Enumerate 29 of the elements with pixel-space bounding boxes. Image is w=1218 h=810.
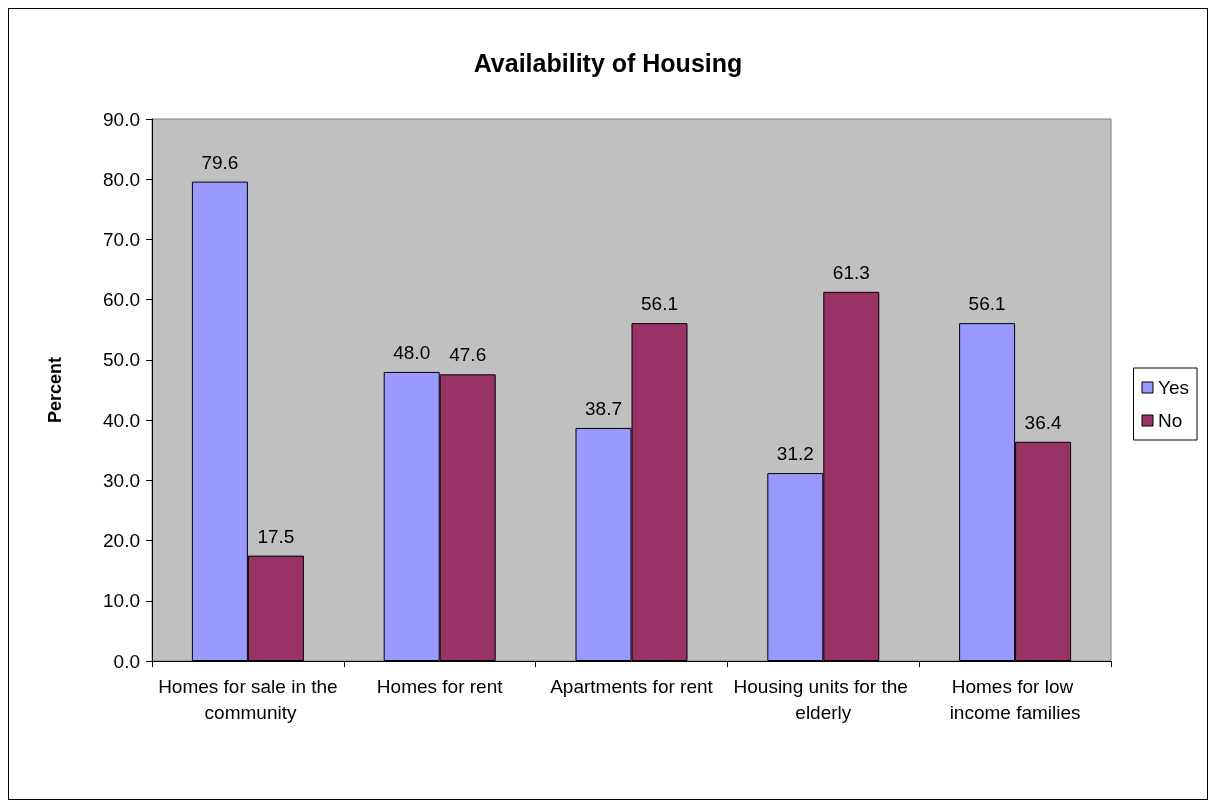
y-tick-label: 90.0	[103, 108, 140, 130]
data-label: 47.6	[449, 344, 487, 366]
y-tick-label: 40.0	[103, 409, 140, 431]
y-tick-label: 10.0	[103, 590, 140, 612]
y-tick-label: 30.0	[103, 469, 140, 491]
data-label: 79.6	[201, 151, 239, 173]
y-tick-label: 50.0	[103, 349, 140, 371]
data-label: 17.5	[257, 525, 295, 547]
legend-label: No	[1158, 410, 1183, 431]
data-label: 56.1	[968, 293, 1006, 315]
y-axis-title: Percent	[45, 356, 65, 424]
x-tick-label: Homes for rent	[376, 675, 504, 697]
y-tick-label: 20.0	[103, 530, 140, 552]
legend-label: Yes	[1158, 377, 1189, 398]
data-label: 48.0	[393, 341, 431, 363]
y-tick-label: 80.0	[103, 168, 140, 190]
data-label: 61.3	[832, 261, 870, 283]
data-label: 31.2	[776, 443, 814, 465]
data-label: 56.1	[641, 293, 678, 315]
data-label: 38.7	[585, 397, 622, 419]
x-tick-label: Apartments for rent	[550, 675, 714, 697]
x-tick-label: Homes for sale in the community	[158, 675, 338, 723]
y-tick-label: 60.0	[103, 289, 140, 311]
data-label: 36.4	[1024, 411, 1063, 433]
chart-title: Availability of Housing	[473, 48, 743, 77]
x-tick-label: Homes for low income families	[949, 675, 1081, 723]
x-tick-label: Housing units for the elderly	[733, 675, 914, 723]
y-tick-label: 70.0	[103, 228, 140, 250]
y-tick-label: 0.0	[113, 650, 140, 672]
